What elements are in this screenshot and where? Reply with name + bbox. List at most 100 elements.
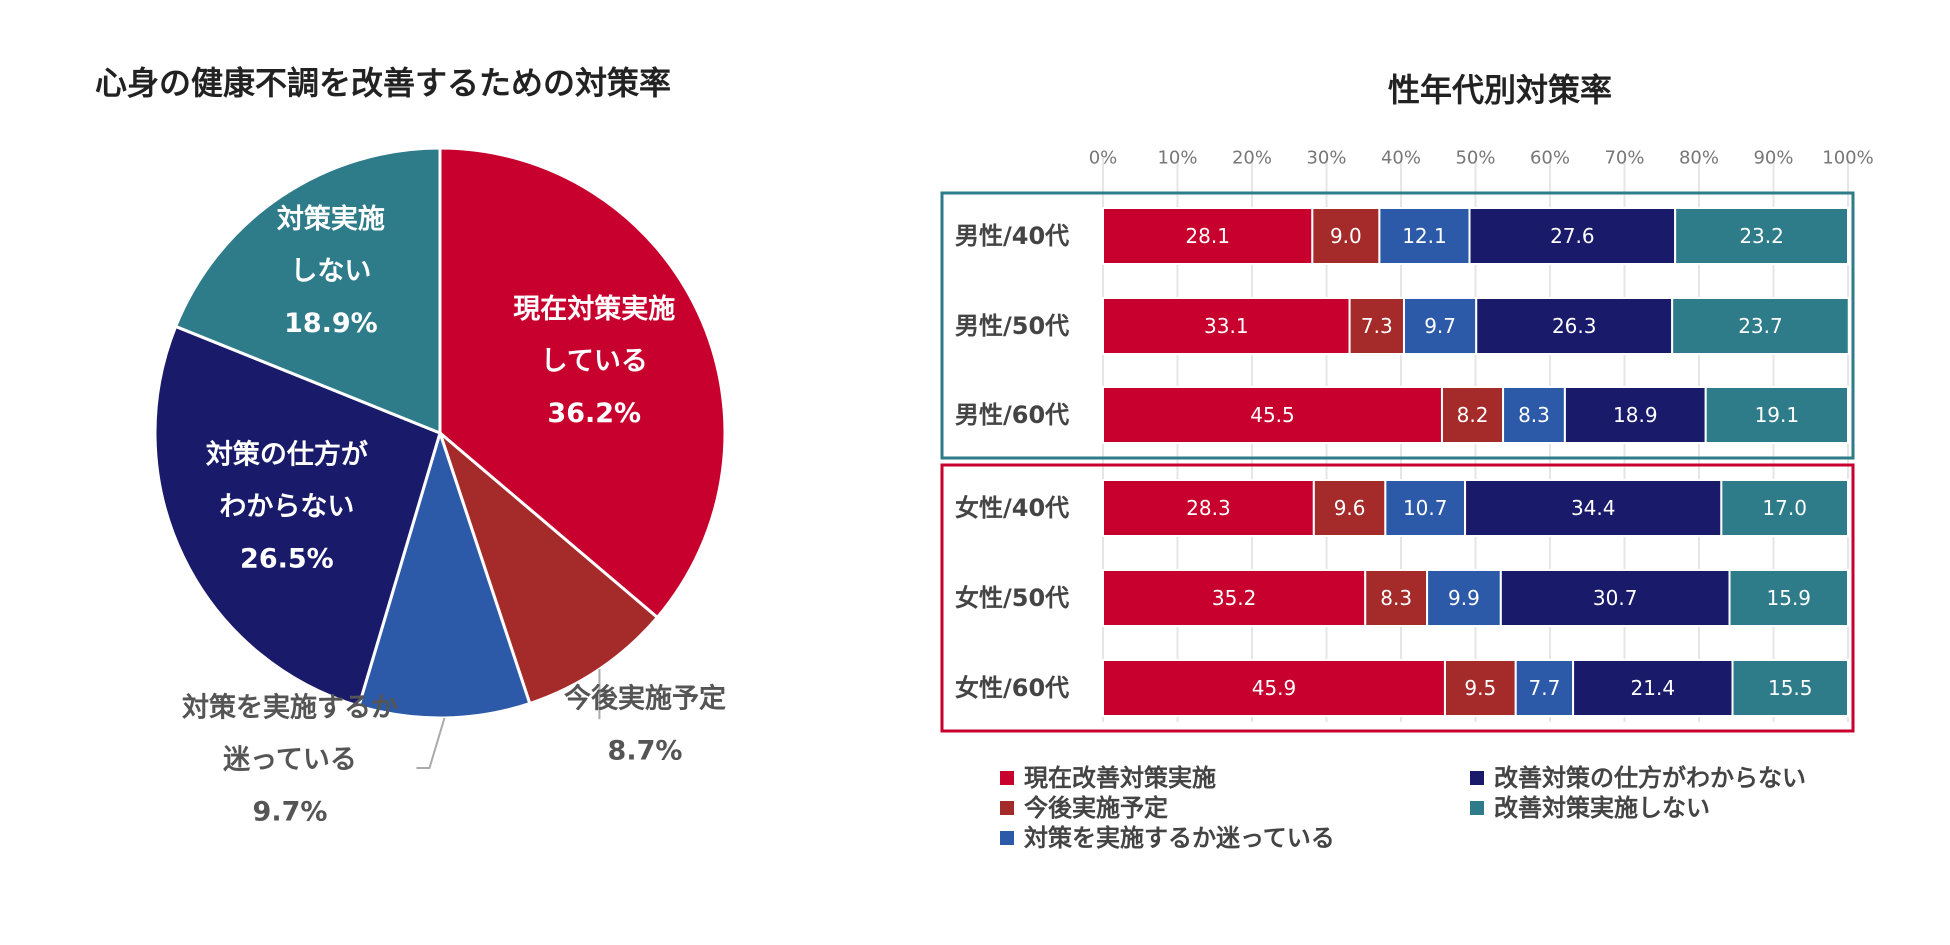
data-label-0-4: 23.2 [1739, 224, 1784, 248]
category-label-4: 女性/50代 [955, 584, 1069, 612]
pie-chart-title: 心身の健康不調を改善するための対策率 [95, 64, 672, 102]
data-label-3-2: 10.7 [1403, 496, 1448, 520]
data-label-1-0: 33.1 [1204, 314, 1249, 338]
group-frame-0 [940, 191, 1855, 460]
bar-segment-0-1 [1311, 207, 1381, 265]
legend-label-3: 改善対策の仕方がわからない [1494, 764, 1806, 792]
data-label-2-2: 8.3 [1518, 403, 1550, 427]
x-tick-label-6: 60% [1530, 148, 1570, 169]
bar-segment-0-2 [1378, 207, 1471, 265]
data-label-1-2: 9.7 [1424, 314, 1456, 338]
pie-label-1-line-1: 8.7% [608, 736, 683, 767]
category-label-3: 女性/40代 [955, 494, 1069, 522]
stacked-bar-chart: 0% 10% 20% 30% 40% 50% 60% 70% 80% 90% 100% 男性/40代 2… [940, 148, 1874, 733]
bar-segment-2-3 [1563, 386, 1707, 444]
pie-slice-0 [438, 146, 727, 620]
data-label-2-0: 45.5 [1250, 403, 1295, 427]
pie-label-4-line-2: 18.9% [284, 308, 378, 339]
bar-segment-2-1 [1440, 386, 1505, 444]
data-label-1-3: 26.3 [1552, 314, 1597, 338]
data-label-4-1: 8.3 [1380, 586, 1412, 610]
group-frame-1 [940, 463, 1855, 733]
data-label-0-2: 12.1 [1402, 224, 1447, 248]
bar-segment-2-2 [1502, 386, 1566, 444]
data-label-0-0: 28.1 [1185, 224, 1230, 248]
pie-label-3-line-0: 対策の仕方が [206, 438, 368, 470]
data-label-2-1: 8.2 [1457, 403, 1489, 427]
pie-leader-line-2 [416, 717, 446, 769]
x-tick-label-1: 10% [1157, 148, 1197, 169]
data-label-4-2: 9.9 [1448, 586, 1480, 610]
bar-segment-2-4 [1704, 386, 1849, 444]
bar-segment-2-0 [1102, 386, 1443, 444]
data-label-5-1: 9.5 [1464, 676, 1496, 700]
x-tick-label-9: 90% [1753, 148, 1793, 169]
data-label-5-3: 21.4 [1631, 676, 1676, 700]
x-tick-label-7: 70% [1604, 148, 1644, 169]
pie-slice-4 [173, 146, 442, 436]
data-label-4-3: 30.7 [1593, 586, 1638, 610]
pie-label-1-line-0: 今後実施予定 [564, 683, 726, 715]
bar-segment-0-3 [1468, 207, 1677, 265]
pie-label-0-line-0: 現在対策実施 [513, 293, 675, 325]
bar-segment-0-4 [1674, 207, 1850, 265]
x-tick-label-10: 100% [1822, 148, 1873, 169]
category-label-5: 女性/60代 [955, 674, 1069, 702]
bar-segment-4-0 [1102, 569, 1367, 627]
data-label-4-0: 35.2 [1212, 586, 1257, 610]
legend-label-4: 改善対策実施しない [1494, 794, 1710, 822]
pie-slice-2 [356, 428, 532, 720]
legend-swatch-0 [1000, 771, 1014, 785]
data-label-3-4: 17.0 [1762, 496, 1807, 520]
category-label-1: 男性/50代 [955, 312, 1069, 340]
pie-label-2-line-1: 迷っている [223, 745, 357, 776]
legend-label-1: 今後実施予定 [1024, 794, 1168, 822]
bar-segment-0-0 [1102, 207, 1314, 265]
x-tick-label-8: 80% [1679, 148, 1719, 169]
legend-swatch-4 [1470, 801, 1484, 815]
pie-label-0-line-1: している [541, 346, 648, 377]
bar-segment-1-0 [1102, 297, 1351, 355]
legend-swatch-3 [1470, 771, 1484, 785]
bar-segment-4-2 [1426, 569, 1502, 627]
data-label-2-4: 19.1 [1755, 403, 1800, 427]
x-tick-label-0: 0% [1089, 148, 1118, 169]
x-tick-label-4: 40% [1381, 148, 1421, 169]
legend-label-0: 現在改善対策実施 [1024, 764, 1216, 792]
x-tick-label-2: 20% [1232, 148, 1272, 169]
bar-chart-title: 性年代別対策率 [1387, 71, 1612, 109]
bar-segment-4-4 [1728, 569, 1850, 627]
x-tick-label-3: 30% [1306, 148, 1346, 169]
data-label-2-3: 18.9 [1613, 403, 1658, 427]
data-label-5-2: 7.7 [1529, 676, 1561, 700]
data-label-5-0: 45.9 [1252, 676, 1297, 700]
bar-segment-1-4 [1671, 297, 1850, 355]
legend-label-2: 対策を実施するか迷っている [1024, 824, 1335, 852]
pie-label-4-line-1: しない [290, 256, 371, 287]
bar-segment-5-2 [1514, 659, 1575, 717]
pie-label-4-line-0: 対策実施 [277, 203, 385, 235]
bar-segment-3-0 [1102, 479, 1315, 537]
x-tick-label-5: 50% [1455, 148, 1495, 169]
data-label-0-3: 27.6 [1550, 224, 1595, 248]
data-label-5-4: 15.5 [1768, 676, 1813, 700]
pie-label-2-line-2: 9.7% [253, 797, 328, 828]
bar-segment-3-4 [1720, 479, 1849, 537]
data-label-4-4: 15.9 [1767, 586, 1812, 610]
bar-segment-1-3 [1475, 297, 1674, 355]
data-label-1-4: 23.7 [1738, 314, 1783, 338]
category-label-0: 男性/40代 [955, 222, 1069, 250]
legend-swatch-2 [1000, 831, 1014, 845]
bar-segment-4-3 [1499, 569, 1731, 627]
data-label-0-1: 9.0 [1330, 224, 1362, 248]
bar-segment-4-1 [1364, 569, 1429, 627]
category-label-2: 男性/60代 [955, 401, 1069, 429]
pie-label-0-line-2: 36.2% [547, 398, 641, 429]
pie-label-3-line-1: わからない [219, 491, 354, 522]
pie-slice-3 [153, 324, 442, 709]
legend-swatch-1 [1000, 801, 1014, 815]
bar-segment-5-4 [1731, 659, 1850, 717]
